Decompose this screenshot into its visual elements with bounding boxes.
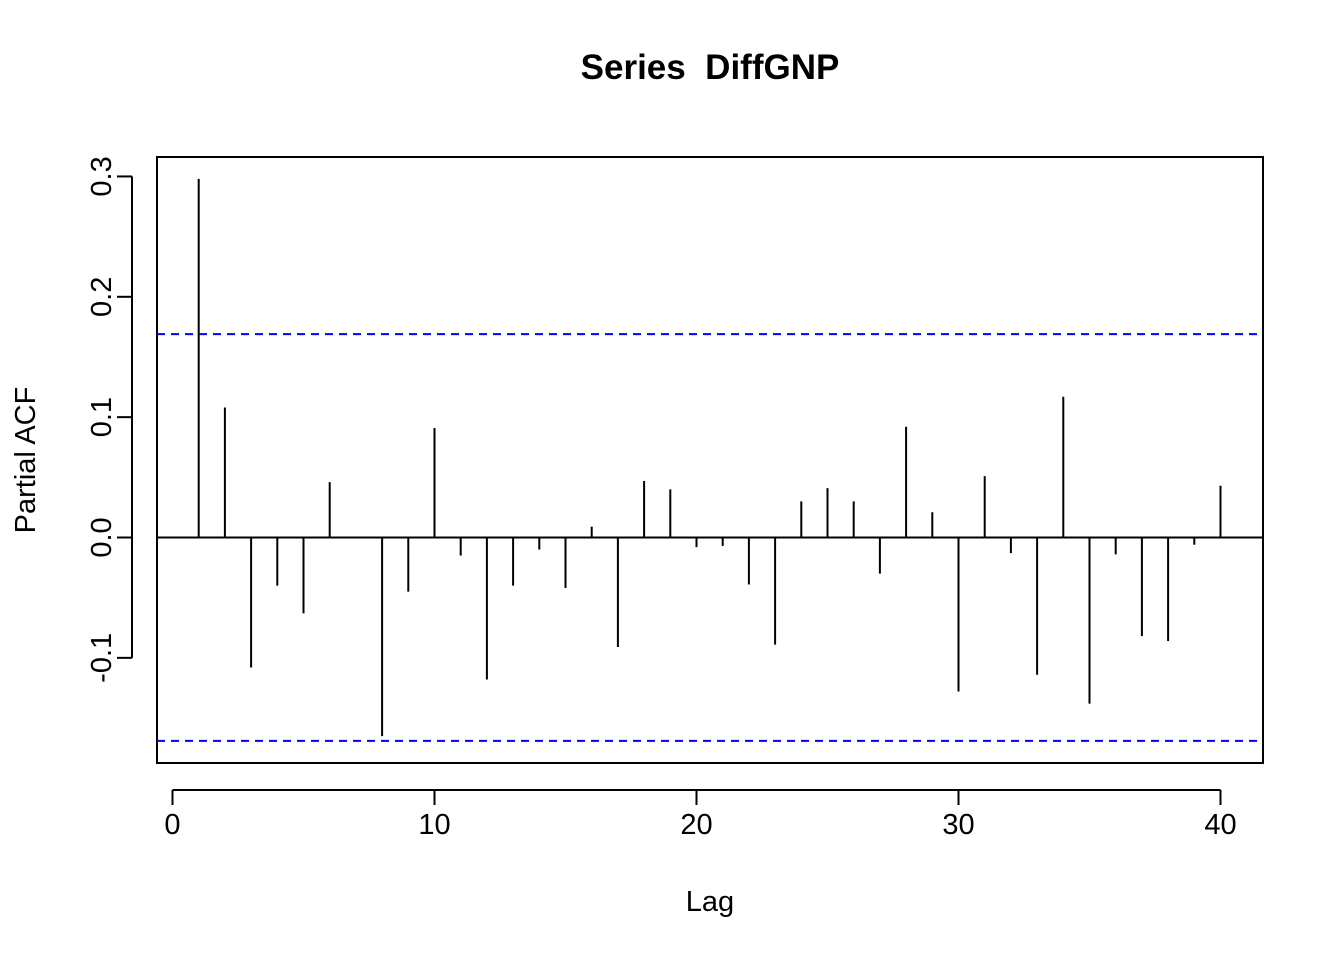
y-axis-label: Partial ACF	[10, 387, 42, 534]
y-tick-label: -0.1	[86, 633, 118, 683]
x-tick-label: 20	[680, 809, 712, 841]
x-tick-label: 30	[942, 809, 974, 841]
x-axis-label: Lag	[686, 886, 734, 918]
y-tick-label: 0.3	[86, 156, 118, 196]
y-tick-label: 0.2	[86, 277, 118, 317]
pacf-bars	[157, 178, 1263, 737]
chart-title: Series DiffGNP	[581, 48, 840, 87]
x-tick-label: 0	[164, 809, 180, 841]
plot-frame	[156, 156, 1264, 764]
x-tick-label: 40	[1204, 809, 1236, 841]
y-axis: -0.1 0.0 0.1 0.2 0.3	[86, 156, 133, 683]
y-tick-label: 0.1	[86, 397, 118, 437]
x-tick-label: 10	[418, 809, 450, 841]
x-axis: 0 10 20 30 40	[164, 789, 1237, 841]
confidence-bounds	[157, 333, 1263, 742]
y-tick-label: 0.0	[86, 517, 118, 557]
